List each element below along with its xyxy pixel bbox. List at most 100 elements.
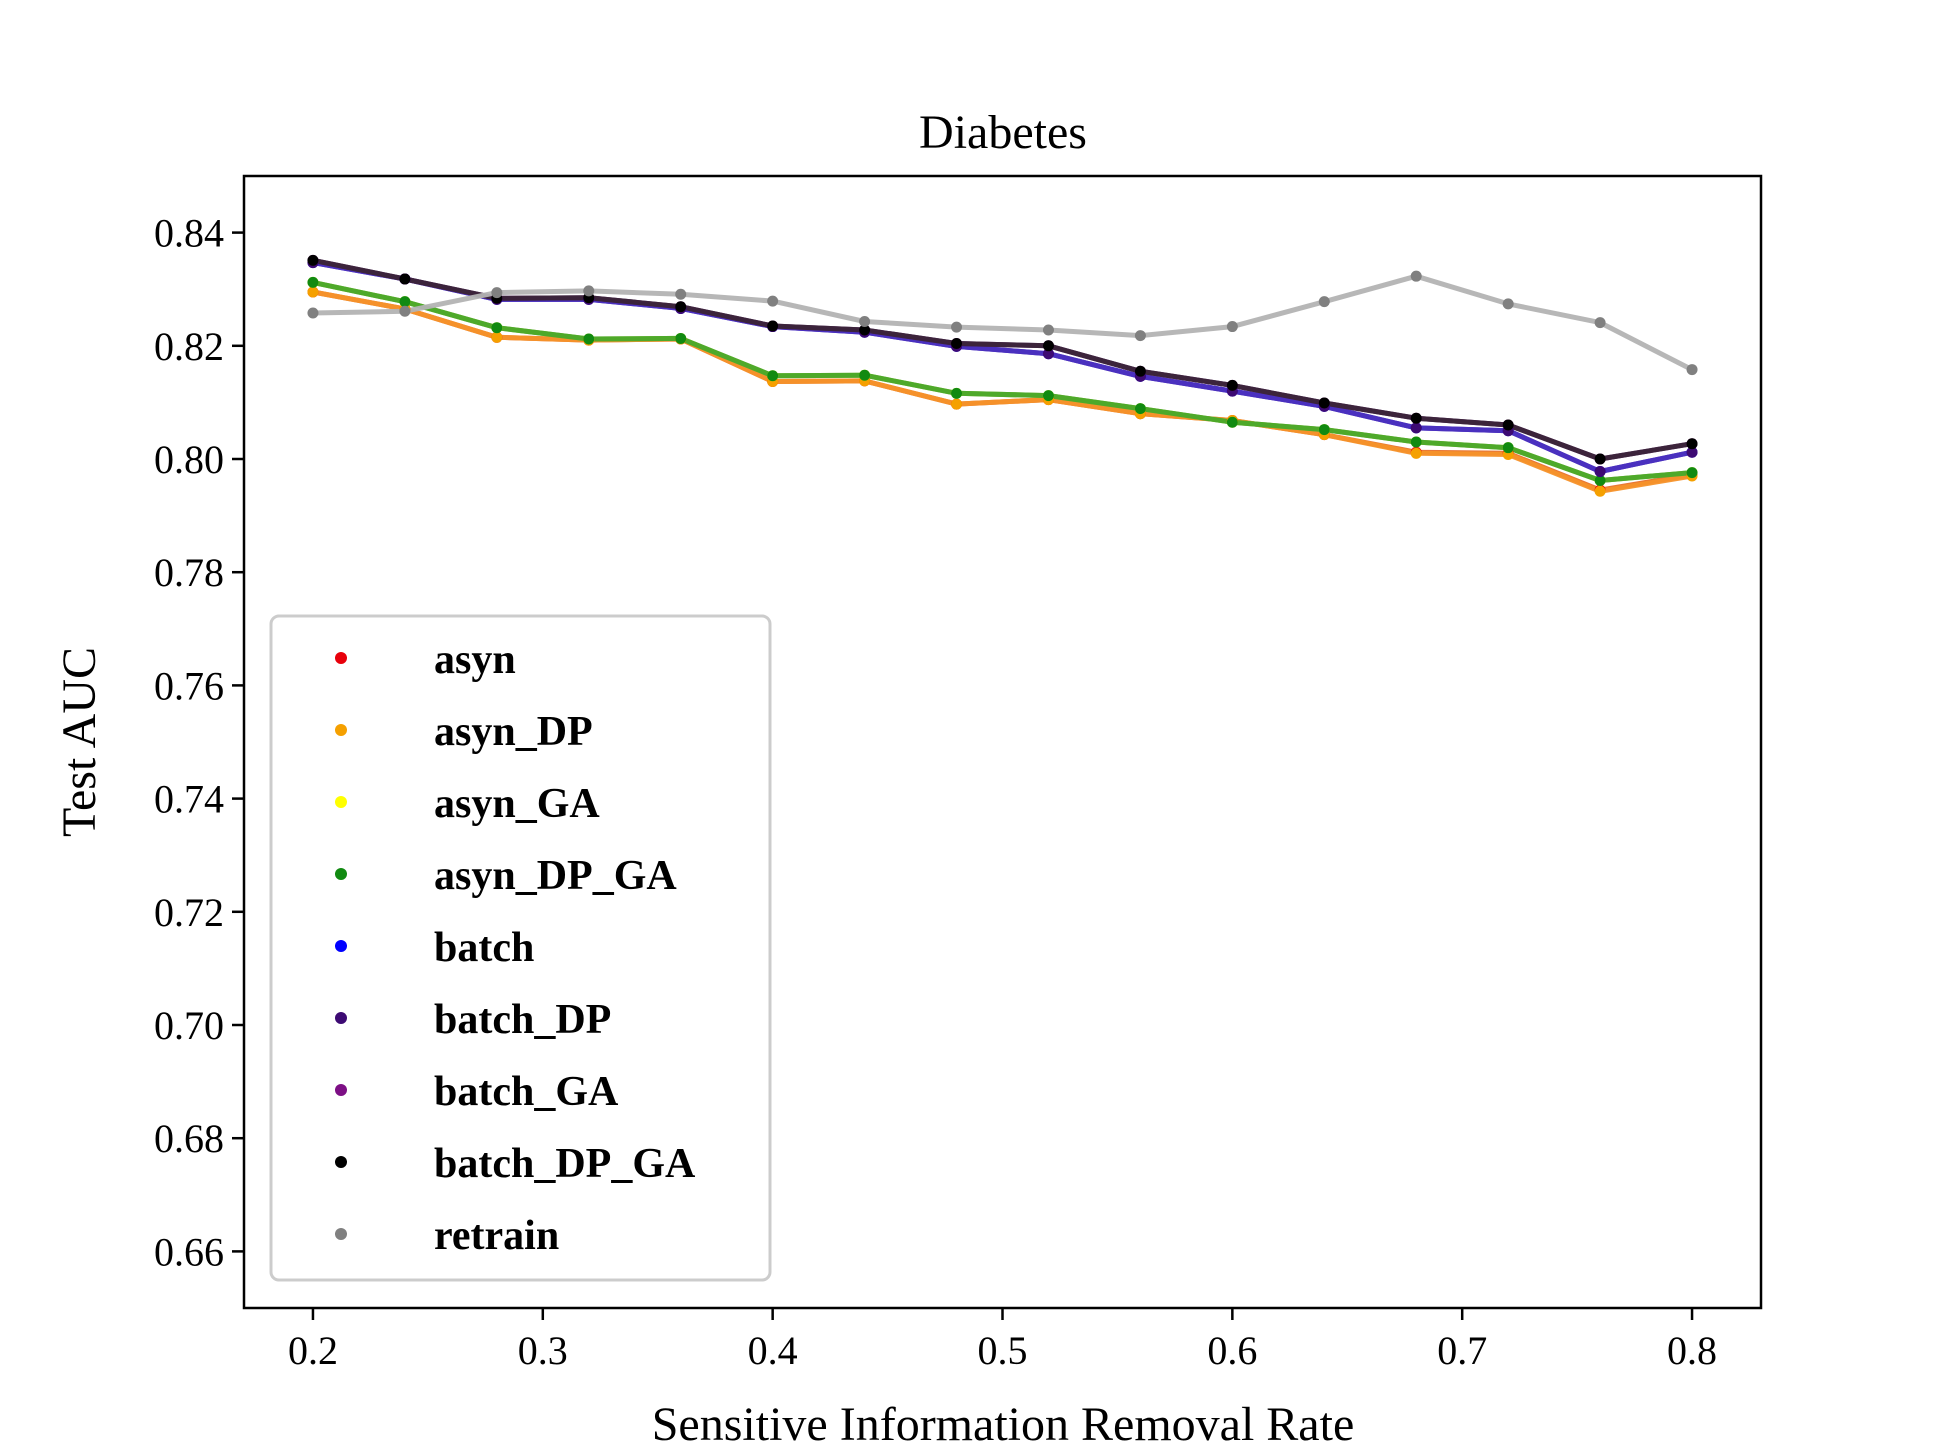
data-point-asyn-dp	[951, 398, 963, 410]
x-axis: 0.2 0.3 0.4 0.5 0.6 0.7 0.8	[288, 1308, 1717, 1373]
y-axis: 0.66 0.68 0.70 0.72 0.74 0.76 0.78 0.80 0.82 0.84	[154, 211, 244, 1274]
data-point-retrain	[1134, 330, 1146, 342]
series-line-batch-dp-ga	[312, 257, 1693, 462]
x-tick-label: 0.7	[1437, 1328, 1487, 1373]
data-point-retrain	[767, 295, 779, 307]
legend-label: retrain	[434, 1213, 559, 1259]
legend-marker	[335, 940, 347, 952]
data-point-asyn-dp	[1410, 447, 1422, 459]
data-point-retrain	[951, 321, 963, 333]
data-point-retrain	[675, 288, 687, 300]
data-point-batch-dp-ga	[675, 301, 687, 313]
chart-title: Diabetes	[919, 106, 1087, 159]
x-tick-label: 0.2	[288, 1328, 338, 1373]
y-tick-label: 0.84	[154, 211, 224, 256]
y-tick-label: 0.78	[154, 550, 224, 595]
data-point-asyn-dp	[1594, 485, 1606, 497]
data-point-asyn-dp-ga	[1502, 442, 1514, 454]
y-tick-label: 0.70	[154, 1003, 224, 1048]
series-line-asyn-dp-ga	[312, 279, 1693, 483]
y-tick-label: 0.76	[154, 663, 224, 708]
legend-marker	[335, 796, 347, 808]
x-tick-label: 0.5	[978, 1328, 1028, 1373]
data-point-asyn-dp	[491, 331, 503, 343]
series-points	[307, 254, 1698, 497]
data-point-asyn-dp-ga	[1410, 436, 1422, 448]
data-point-batch-dp-ga	[767, 320, 779, 332]
data-point-batch-dp-ga	[1134, 365, 1146, 377]
y-tick-label: 0.72	[154, 890, 224, 935]
data-point-retrain	[399, 305, 411, 317]
data-point-asyn-dp-ga	[1226, 416, 1238, 428]
data-point-asyn-dp-ga	[951, 387, 963, 399]
data-point-retrain	[1686, 364, 1698, 376]
legend-marker	[335, 868, 347, 880]
legend-frame	[269, 614, 772, 1282]
data-point-retrain	[583, 285, 595, 297]
x-axis-title: Sensitive Information Removal Rate	[652, 1398, 1355, 1451]
data-point-batch-dp	[1042, 348, 1054, 360]
data-point-batch-dp-ga	[1594, 453, 1606, 465]
data-point-retrain	[859, 315, 871, 327]
legend-marker	[335, 724, 347, 736]
legend-marker	[335, 1084, 347, 1096]
y-tick-label: 0.66	[154, 1229, 224, 1274]
data-point-batch-dp-ga	[859, 324, 871, 336]
data-point-asyn-dp-ga	[1134, 403, 1146, 415]
legend-label: batch_DP	[434, 997, 611, 1043]
data-point-batch-dp-ga	[1226, 379, 1238, 391]
series-line-asyn-dp	[312, 289, 1693, 494]
data-point-asyn-dp-ga	[583, 333, 595, 345]
legend-label: asyn_GA	[434, 781, 600, 827]
legend-label: asyn	[434, 637, 516, 683]
data-point-asyn-dp-ga	[767, 370, 779, 382]
data-point-asyn-dp-ga	[1686, 467, 1698, 479]
data-point-retrain	[1226, 321, 1238, 333]
y-tick-label: 0.74	[154, 777, 224, 822]
legend-label: batch	[434, 925, 534, 971]
data-point-batch-dp-ga	[951, 338, 963, 350]
data-point-retrain	[491, 287, 503, 299]
y-tick-label: 0.80	[154, 437, 224, 482]
legend-label: asyn_DP_GA	[434, 853, 677, 899]
data-point-retrain	[1502, 298, 1514, 310]
data-point-retrain	[307, 307, 319, 319]
series-lines	[312, 257, 1694, 494]
data-point-asyn-dp-ga	[675, 332, 687, 344]
legend-marker	[335, 652, 347, 664]
data-point-asyn-dp-ga	[399, 296, 411, 308]
legend-marker	[335, 1156, 347, 1168]
data-point-batch-dp	[1686, 446, 1698, 458]
data-point-retrain	[1318, 296, 1330, 308]
data-point-batch-dp	[1594, 465, 1606, 477]
data-point-batch-dp-ga	[1686, 438, 1698, 450]
y-axis-title: Test AUC	[53, 647, 106, 837]
data-point-batch-dp-ga	[1042, 340, 1054, 352]
y-tick-label: 0.82	[154, 324, 224, 369]
data-point-batch-dp-ga	[1502, 419, 1514, 431]
data-point-retrain	[1594, 317, 1606, 329]
series-line-retrain	[312, 273, 1694, 372]
data-point-batch-dp-ga	[307, 254, 319, 266]
legend-marker	[335, 1228, 347, 1240]
legend-label: asyn_DP	[434, 709, 593, 755]
data-point-batch-dp-ga	[1318, 397, 1330, 409]
data-point-asyn-dp-ga	[307, 276, 319, 288]
x-tick-label: 0.8	[1667, 1328, 1717, 1373]
data-point-asyn-dp-ga	[1318, 424, 1330, 436]
x-tick-label: 0.6	[1207, 1328, 1257, 1373]
x-tick-label: 0.3	[518, 1328, 568, 1373]
data-point-retrain	[1042, 324, 1054, 336]
legend-marker	[335, 1012, 347, 1024]
data-point-asyn-dp-ga	[859, 369, 871, 381]
data-point-retrain	[1410, 270, 1422, 282]
data-point-asyn-dp-ga	[1594, 475, 1606, 487]
data-point-batch-dp-ga	[1410, 412, 1422, 424]
data-point-asyn-dp-ga	[491, 322, 503, 334]
data-point-batch-dp	[1410, 422, 1422, 434]
legend-label: batch_DP_GA	[434, 1141, 696, 1187]
legend-label: batch_GA	[434, 1069, 619, 1115]
y-tick-label: 0.68	[154, 1116, 224, 1161]
